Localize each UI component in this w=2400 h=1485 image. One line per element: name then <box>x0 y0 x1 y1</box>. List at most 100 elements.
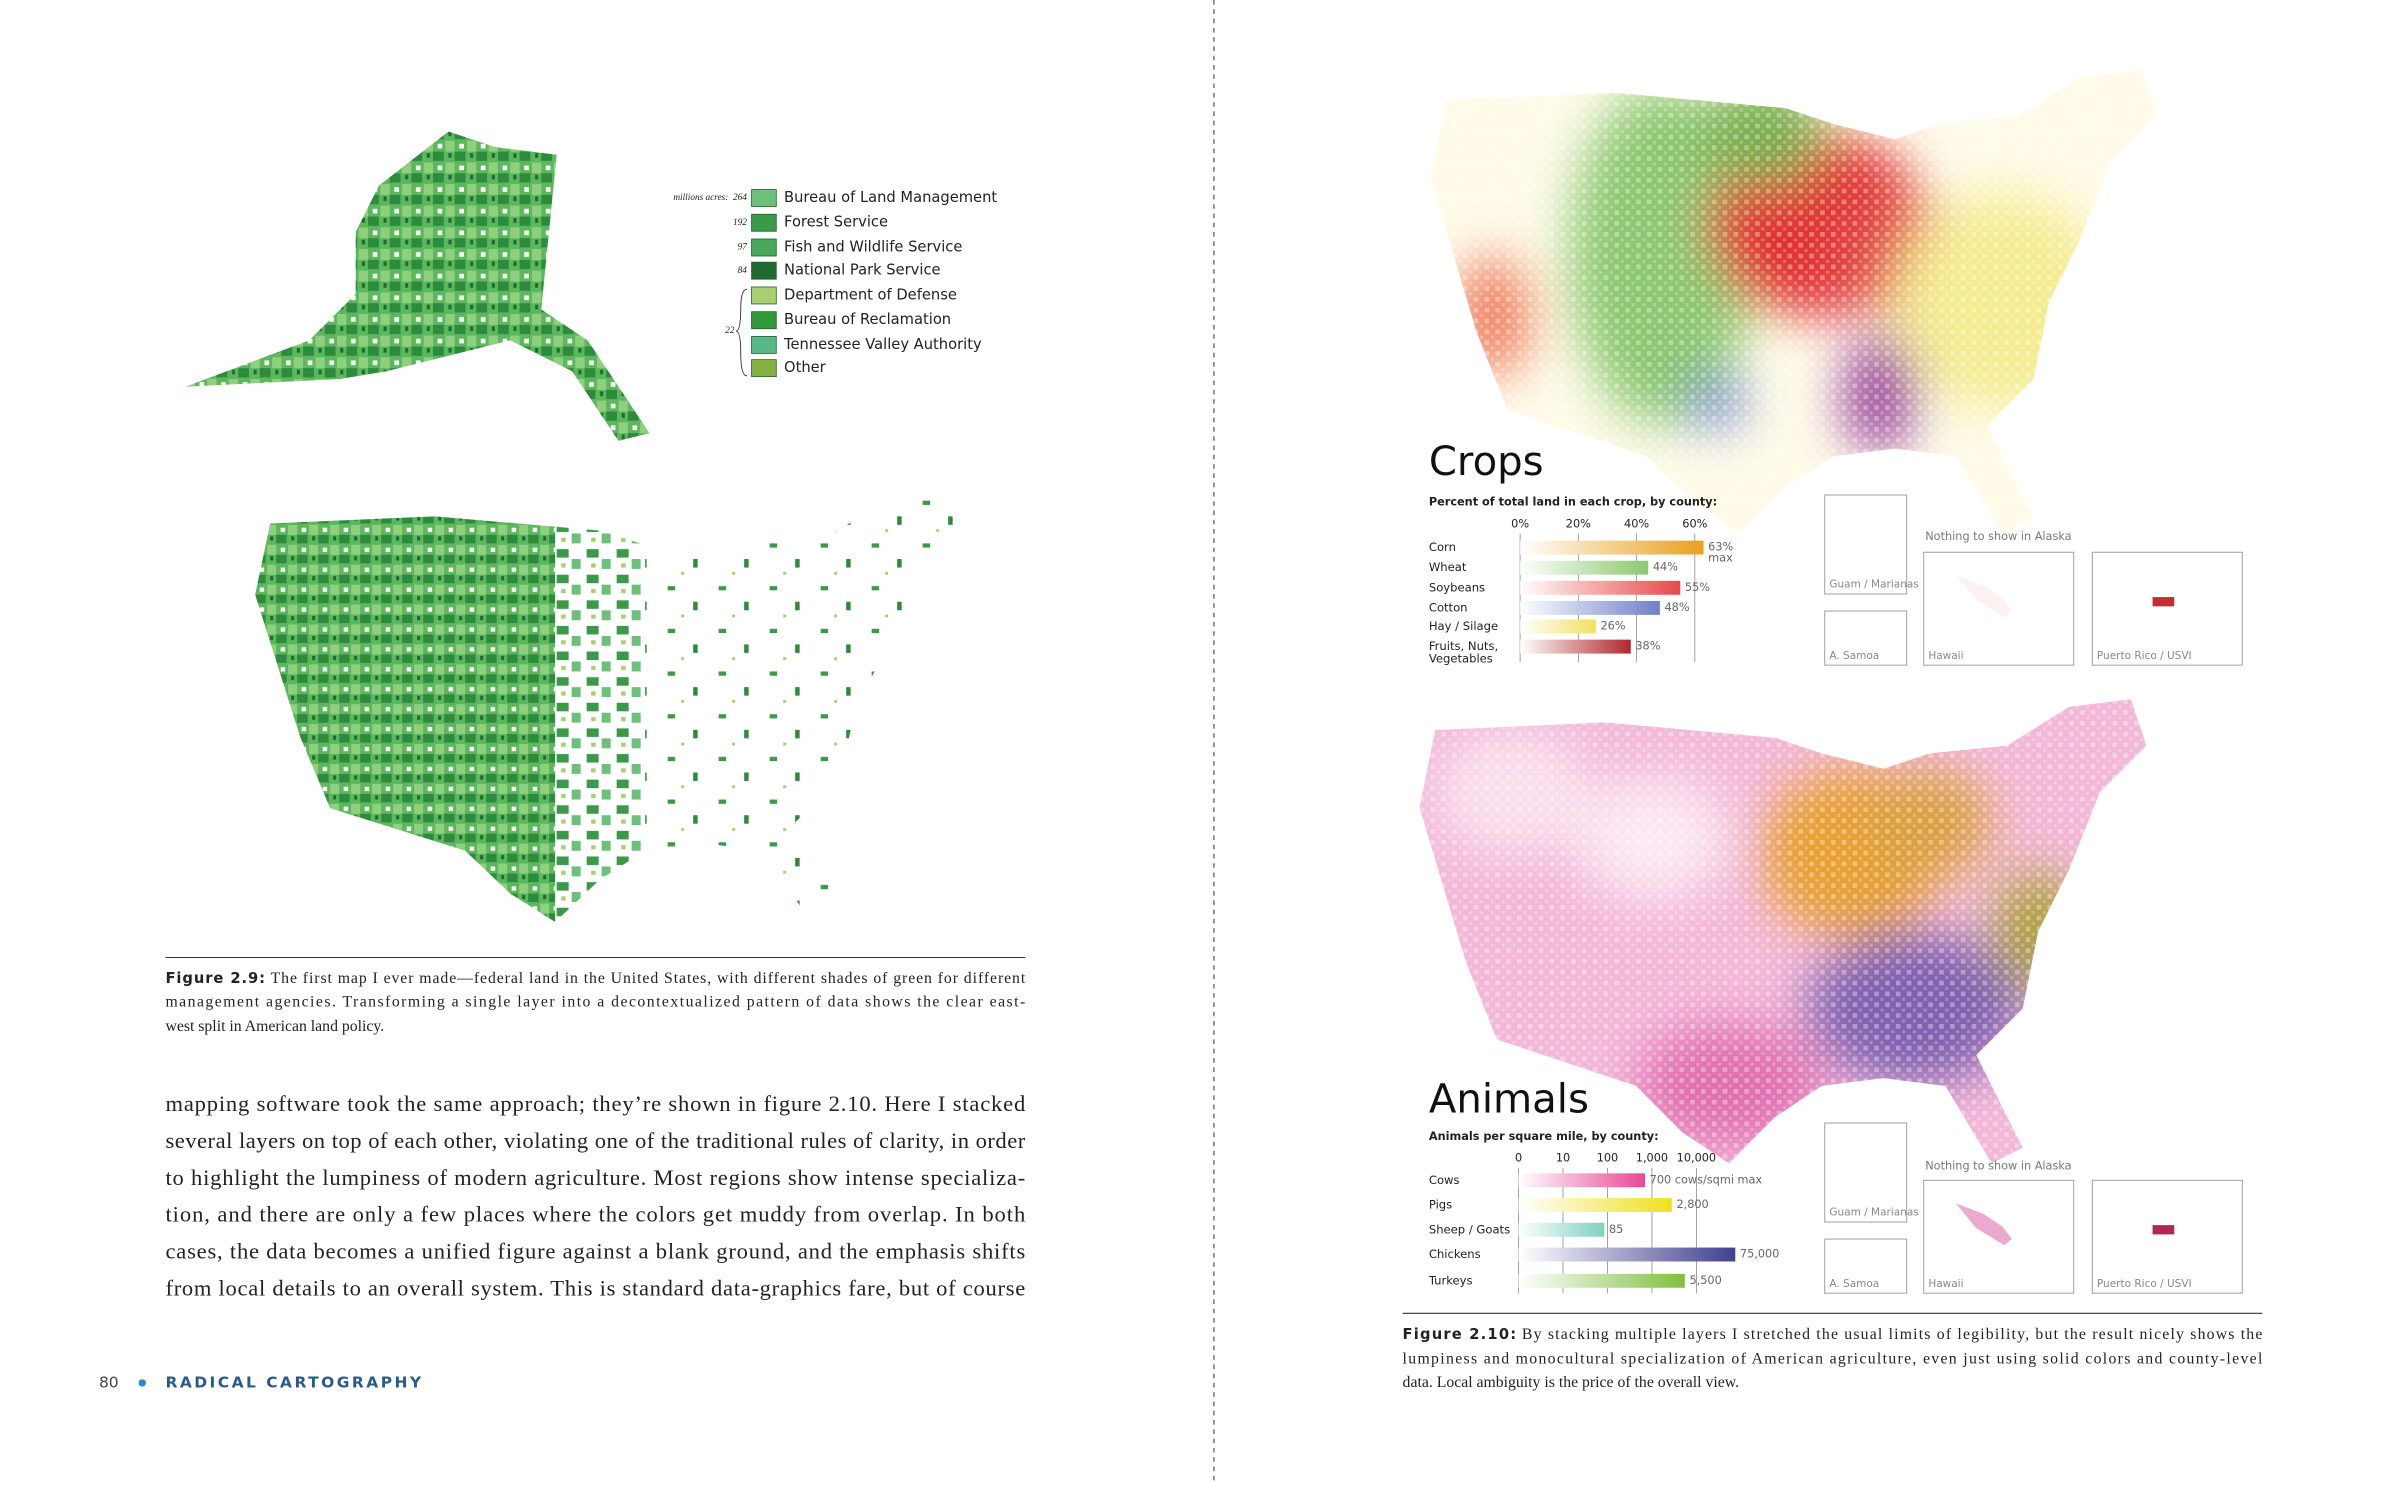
inset-box <box>2091 1179 2243 1294</box>
inset-label: Guam / Marianas <box>1829 579 1918 591</box>
value-label: 85 <box>1609 1223 1623 1236</box>
bar <box>1518 1173 1646 1188</box>
body-line: to highlight the lumpiness of modern agr… <box>165 1165 1025 1190</box>
caption-line: Figure 2.10: By stacking multiple layers … <box>1403 1326 2263 1343</box>
value-label: 38% <box>1635 640 1660 653</box>
value-label: 2,800 <box>1676 1198 1708 1211</box>
tick-label: 0 <box>1515 1152 1522 1165</box>
row-label: Chickens <box>1429 1247 1481 1261</box>
legend-label: Bureau of Reclamation <box>784 311 951 328</box>
puerto-rico-map <box>2152 1225 2175 1235</box>
legend-label: Forest Service <box>784 214 888 231</box>
value-label: 5,500 <box>1689 1274 1721 1287</box>
caption-text: management agencies. Transforming a sing… <box>165 993 1025 1010</box>
alaska-note: Nothing to show in Alaska <box>1925 530 2071 543</box>
inset-label: Puerto Rico / USVI <box>2097 1278 2192 1290</box>
row-label: Wheat <box>1429 560 1467 574</box>
caption-line: Figure 2.9: The first map I ever made—fed… <box>165 970 1025 987</box>
inset-label: A. Samoa <box>1829 1278 1879 1290</box>
puerto-rico-map <box>2152 597 2175 607</box>
bar <box>1520 600 1660 615</box>
legend-swatch <box>751 189 777 207</box>
legend-label: Tennessee Valley Authority <box>783 336 982 353</box>
bar <box>1520 619 1596 634</box>
row-label: Cotton <box>1429 600 1468 614</box>
caption-line: data. Local ambiguity is the price of th… <box>1403 1374 1739 1391</box>
legend-swatch <box>751 311 777 330</box>
hawaii-map <box>1956 575 2012 618</box>
caption-text: By stacking multiple layers I stretched … <box>1522 1326 2262 1343</box>
bar <box>1518 1247 1736 1262</box>
inset-label: A. Samoa <box>1829 650 1879 662</box>
inset-box <box>1824 1238 1908 1294</box>
caption-line: management agencies. Transforming a sing… <box>165 993 1025 1010</box>
tick-label: 20% <box>1566 517 1591 530</box>
row-label: Corn <box>1429 540 1456 554</box>
caption-label: Figure 2.9: <box>165 970 265 987</box>
row-label: Soybeans <box>1429 580 1485 594</box>
inset-box <box>1824 494 1908 595</box>
legend-label: Department of Defense <box>784 286 957 303</box>
tick-label: 0% <box>1511 517 1529 530</box>
inset-box <box>1824 1122 1908 1223</box>
panel-subtitle: Animals per square mile, by county: <box>1429 1130 1659 1143</box>
legend-group-acres: 22 <box>725 326 735 336</box>
body-line: cases, the data becomes a unified figure… <box>165 1238 1025 1263</box>
value-label: 55% <box>1685 581 1710 594</box>
body-line: from local details to an overall system.… <box>165 1275 1025 1300</box>
legend-label: Other <box>784 359 827 376</box>
footer-dot <box>138 1379 146 1387</box>
row-label: Vegetables <box>1429 651 1493 665</box>
legend-swatch <box>751 238 777 257</box>
caption-line: west split in American land policy. <box>165 1018 384 1035</box>
value-label: 700 cows/sqmi max <box>1650 1173 1763 1186</box>
alaska-map <box>185 131 650 441</box>
federal-land-map <box>255 495 961 922</box>
value-label: 63% <box>1708 541 1733 554</box>
legend-brace <box>735 288 748 377</box>
value-label: 44% <box>1653 561 1678 574</box>
hawaii-map <box>1956 1203 2012 1246</box>
inset-box <box>2091 551 2243 666</box>
row-label: Sheep / Goats <box>1429 1222 1510 1236</box>
row-label: Hay / Silage <box>1429 619 1498 633</box>
legend-swatch <box>751 359 777 378</box>
value-note: max <box>1708 551 1733 564</box>
value-label: 48% <box>1665 601 1690 614</box>
panel-title: Animals <box>1429 1076 1589 1122</box>
legend-swatch <box>751 286 777 305</box>
caption-text: west split in American land policy. <box>165 1018 384 1035</box>
row-label: Turkeys <box>1428 1273 1473 1287</box>
legend-acres: 97 <box>738 243 748 253</box>
legend-swatch <box>751 336 777 354</box>
tick-label: 100 <box>1597 1152 1619 1165</box>
body-line: tion, and there are only a few places wh… <box>165 1202 1025 1227</box>
row-label: Fruits, Nuts, <box>1429 639 1498 653</box>
legend-acres: 264 <box>733 193 747 203</box>
page-number: 80 <box>99 1373 119 1391</box>
row-label: Pigs <box>1429 1198 1452 1212</box>
legend-unit: millions acres: <box>673 193 728 203</box>
value-label: 75,000 <box>1740 1248 1779 1261</box>
body-line: several layers on top of each other, vio… <box>165 1128 1025 1153</box>
legend-swatch <box>751 261 777 280</box>
legend-label: Bureau of Land Management <box>784 189 997 206</box>
bar <box>1518 1198 1672 1212</box>
caption-line: lumpiness and monocultural specializatio… <box>1403 1350 2263 1367</box>
bar <box>1518 1273 1685 1288</box>
inset-label: Hawaii <box>1928 650 1963 662</box>
legend-label: National Park Service <box>784 262 941 279</box>
tick-label: 60% <box>1682 517 1707 530</box>
bar <box>1520 580 1681 595</box>
caption-text: data. Local ambiguity is the price of th… <box>1403 1374 1739 1391</box>
bar <box>1520 540 1704 555</box>
tick-label: 40% <box>1624 517 1649 530</box>
legend-label: Fish and Wildlife Service <box>784 238 962 255</box>
bar <box>1520 560 1649 575</box>
panel-subtitle: Percent of total land in each crop, by c… <box>1429 496 1717 509</box>
legend-acres: 84 <box>738 266 748 276</box>
bar <box>1520 639 1631 654</box>
panel-title: Crops <box>1429 439 1544 485</box>
